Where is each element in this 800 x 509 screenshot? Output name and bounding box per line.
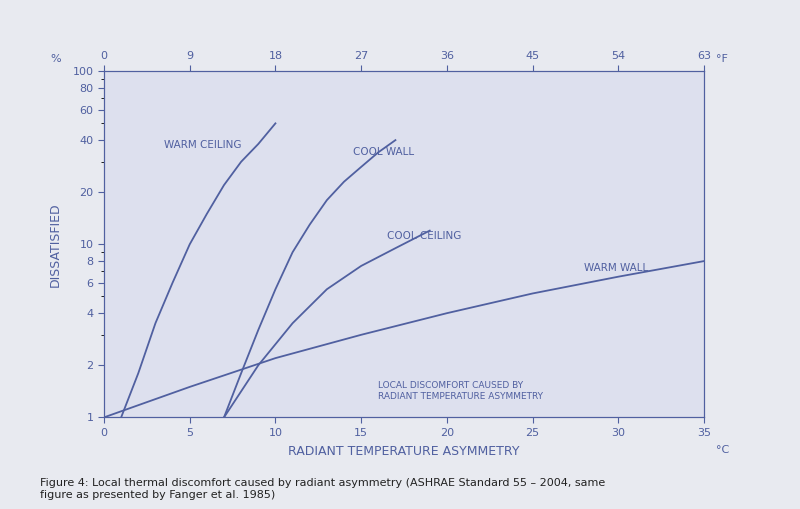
X-axis label: RADIANT TEMPERATURE ASYMMETRY: RADIANT TEMPERATURE ASYMMETRY <box>288 445 520 458</box>
Text: %: % <box>50 54 62 64</box>
Text: WARM CEILING: WARM CEILING <box>164 140 242 150</box>
Y-axis label: DISSATISFIED: DISSATISFIED <box>49 202 62 287</box>
Text: COOL CEILING: COOL CEILING <box>387 231 462 241</box>
Text: °F: °F <box>716 54 728 64</box>
Text: LOCAL DISCOMFORT CAUSED BY
RADIANT TEMPERATURE ASYMMETRY: LOCAL DISCOMFORT CAUSED BY RADIANT TEMPE… <box>378 381 543 401</box>
Text: WARM WALL: WARM WALL <box>584 263 648 273</box>
Text: Figure 4: Local thermal discomfort caused by radiant asymmetry (ASHRAE Standard : Figure 4: Local thermal discomfort cause… <box>40 478 606 500</box>
Text: °C: °C <box>716 445 730 455</box>
Text: COOL WALL: COOL WALL <box>353 147 414 157</box>
